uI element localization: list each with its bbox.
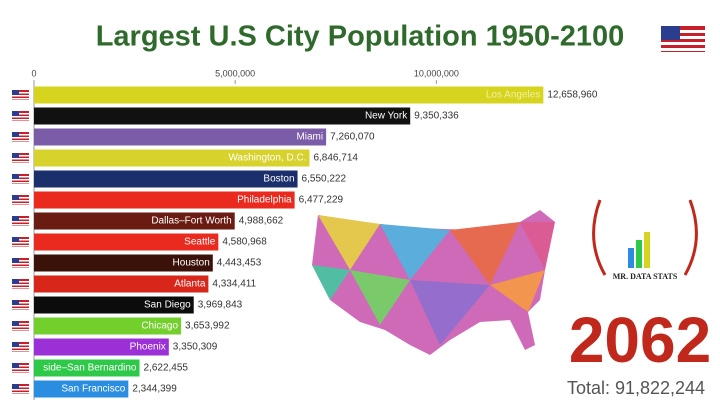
title-flag	[661, 26, 705, 52]
bar	[34, 359, 140, 377]
bar	[34, 212, 235, 230]
year-label: 2062	[569, 304, 711, 376]
row-flag	[12, 300, 29, 310]
row-flag	[12, 111, 29, 121]
row-flag	[12, 153, 29, 163]
value-label: 2,622,455	[144, 363, 189, 374]
row-flag	[12, 216, 29, 226]
row-flag	[12, 258, 29, 268]
bar-label: San Francisco	[61, 384, 125, 395]
row-flag	[12, 342, 29, 352]
bar-label: side–San Bernardino	[43, 363, 137, 374]
row-flag	[12, 321, 29, 331]
bar-label: Atlanta	[174, 279, 206, 290]
value-label: 9,350,336	[414, 111, 459, 122]
row-flag	[12, 237, 29, 247]
bar-label: Philadelphia	[237, 195, 292, 206]
bar-label: San Diego	[144, 300, 191, 311]
bar	[34, 86, 544, 104]
x-tick-label: 5,000,000	[215, 68, 255, 78]
bar-label: Los Angeles	[486, 90, 541, 101]
row-flag	[12, 384, 29, 394]
bar-label: Phoenix	[130, 342, 166, 353]
bar-label: Chicago	[141, 321, 178, 332]
logo: MR. DATA STATS	[592, 199, 698, 281]
bar	[34, 233, 219, 251]
x-tick-label: 0	[31, 68, 36, 78]
bar	[34, 317, 182, 335]
bar	[34, 128, 327, 146]
bar	[34, 296, 194, 314]
value-label: 6,477,229	[299, 195, 344, 206]
row-flag	[12, 90, 29, 100]
bar-label: Dallas–Fort Worth	[151, 216, 231, 227]
chart-title: Largest U.S City Population 1950-2100	[96, 21, 625, 53]
row-flag	[12, 174, 29, 184]
bar	[34, 149, 310, 167]
bar	[34, 275, 209, 293]
bar-label: Houston	[173, 258, 210, 269]
value-label: 7,260,070	[330, 132, 375, 143]
bar	[34, 170, 298, 188]
value-label: 6,550,222	[302, 174, 347, 185]
bar-label: Boston	[263, 174, 294, 185]
bar	[34, 191, 295, 209]
value-label: 4,580,968	[222, 237, 267, 248]
row-flag	[12, 279, 29, 289]
value-label: 4,988,662	[239, 216, 284, 227]
value-label: 2,344,399	[132, 384, 177, 395]
x-tick-label: 10,000,000	[414, 68, 459, 78]
value-label: 3,969,843	[198, 300, 243, 311]
us-map	[312, 210, 555, 355]
value-label: 6,846,714	[313, 153, 358, 164]
bar	[34, 254, 213, 272]
row-flag	[12, 132, 29, 142]
bar	[34, 338, 169, 356]
bar-label: New York	[365, 111, 408, 122]
bar-label: Miami	[296, 132, 323, 143]
bar	[34, 380, 129, 398]
value-label: 12,658,960	[547, 90, 597, 101]
value-label: 4,443,453	[217, 258, 262, 269]
bar	[34, 107, 411, 125]
value-label: 3,653,992	[185, 321, 230, 332]
row-flag	[12, 363, 29, 373]
logo-text: MR. DATA STATS	[613, 272, 678, 281]
value-label: 3,350,309	[173, 342, 218, 353]
row-flag	[12, 195, 29, 205]
value-label: 4,334,411	[212, 279, 256, 290]
total-label: Total: 91,822,244	[567, 378, 705, 398]
bar-label: Seattle	[184, 237, 216, 248]
bar-label: Washington, D.C.	[228, 153, 306, 164]
